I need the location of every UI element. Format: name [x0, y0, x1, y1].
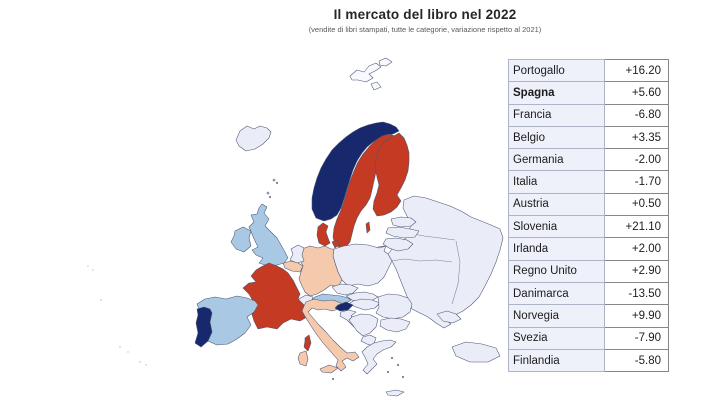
- region-estonia: [390, 216, 417, 228]
- region-sicily: [319, 364, 339, 374]
- region-crete: [385, 389, 405, 397]
- region-belgium: [282, 260, 304, 273]
- page-subtitle: (vendite di libri stampati, tutte le cat…: [308, 25, 542, 34]
- country-value-cell: -5.80: [604, 348, 669, 373]
- country-value-cell: +16.20: [604, 58, 669, 83]
- region-faroe-2: [275, 181, 279, 185]
- country-value-cell: +2.00: [604, 237, 669, 261]
- country-value-cell: -13.50: [604, 281, 669, 306]
- country-name-cell: Austria: [508, 192, 605, 217]
- region-bosnia-serbia: [348, 313, 379, 337]
- data-table: Portogallo +16.20 Spagna +5.60 Francia -…: [508, 58, 669, 373]
- region-denmark: [316, 222, 331, 247]
- table-row: Irlanda +2.00: [508, 237, 669, 261]
- country-name-cell: Francia: [508, 103, 605, 127]
- country-name-cell: Danimarca: [508, 281, 605, 306]
- region-sardinia: [297, 350, 309, 367]
- region-united-kingdom: [248, 203, 289, 267]
- country-value-cell: +3.35: [604, 125, 669, 150]
- region-czechia: [331, 283, 359, 296]
- table-row: Norvegia +9.90: [508, 304, 669, 328]
- country-name-cell: Slovenia: [508, 215, 605, 239]
- table-row: Belgio +3.35: [508, 125, 669, 150]
- region-corsica: [303, 334, 312, 352]
- region-aegean-3: [386, 370, 390, 374]
- country-name-cell: Svezia: [508, 326, 605, 350]
- region-turkey-thrace: [436, 310, 462, 324]
- region-latvia: [385, 226, 420, 239]
- region-svalbard: [349, 62, 382, 83]
- country-value-cell: +9.90: [604, 304, 669, 328]
- header: Il mercato del libro nel 2022 (vendite d…: [225, 7, 625, 34]
- region-ireland: [230, 226, 252, 253]
- country-value-cell: -1.70: [604, 170, 669, 194]
- atlantic-island-specks: [87, 265, 147, 366]
- country-name-cell: Germania: [508, 148, 605, 172]
- region-italy: [301, 298, 360, 372]
- region-faroe: [272, 178, 276, 182]
- country-value-cell: +5.60: [604, 81, 669, 105]
- region-aegean-2: [396, 363, 400, 367]
- country-name-cell: Irlanda: [508, 237, 605, 261]
- country-name-cell: Belgio: [508, 125, 605, 150]
- table-row: Italia -1.70: [508, 170, 669, 194]
- table-row: Austria +0.50: [508, 192, 669, 217]
- region-greece: [361, 339, 397, 375]
- country-name-cell: Portogallo: [508, 58, 605, 83]
- table-row: Slovenia +21.10: [508, 215, 669, 239]
- region-iceland: [235, 125, 272, 152]
- region-svalbard-2: [378, 57, 393, 67]
- country-value-cell: +2.90: [604, 259, 669, 283]
- region-shetland: [266, 191, 270, 195]
- country-value-cell: -6.80: [604, 103, 669, 127]
- region-romania: [375, 293, 413, 320]
- region-aegean-1: [390, 356, 394, 360]
- table-row: Portogallo +16.20: [508, 58, 669, 83]
- region-svalbard-3: [370, 81, 382, 91]
- table-row: Spagna +5.60: [508, 81, 669, 105]
- page-title: Il mercato del libro nel 2022: [333, 7, 517, 22]
- country-value-cell: -7.90: [604, 326, 669, 350]
- country-name-cell: Spagna: [508, 81, 605, 105]
- region-gotland: [365, 221, 371, 234]
- country-value-cell: -2.00: [604, 148, 669, 172]
- region-germany: [298, 245, 343, 297]
- country-value-cell: +21.10: [604, 215, 669, 239]
- table-row: Danimarca -13.50: [508, 281, 669, 306]
- region-denmark-islands: [331, 239, 341, 249]
- table-row: Svezia -7.90: [508, 326, 669, 350]
- region-bulgaria: [379, 317, 411, 333]
- region-aegean-4: [401, 375, 405, 379]
- table-row: Germania -2.00: [508, 148, 669, 172]
- region-hungary: [348, 298, 381, 311]
- country-value-cell: +0.50: [604, 192, 669, 217]
- region-finland: [372, 132, 410, 217]
- region-portugal: [194, 306, 213, 348]
- country-name-cell: Finlandia: [508, 348, 605, 373]
- region-france: [242, 262, 308, 330]
- country-name-cell: Regno Unito: [508, 259, 605, 283]
- region-lithuania: [382, 237, 414, 252]
- region-netherlands: [289, 244, 305, 264]
- region-norway: [311, 121, 400, 222]
- table-row: Finlandia -5.80: [508, 348, 669, 373]
- country-name-cell: Norvegia: [508, 304, 605, 328]
- region-shetland-2: [268, 195, 272, 199]
- region-malta: [331, 377, 335, 381]
- region-turkey: [451, 341, 501, 363]
- table-row: Francia -6.80: [508, 103, 669, 127]
- country-name-cell: Italia: [508, 170, 605, 194]
- table-row: Regno Unito +2.90: [508, 259, 669, 283]
